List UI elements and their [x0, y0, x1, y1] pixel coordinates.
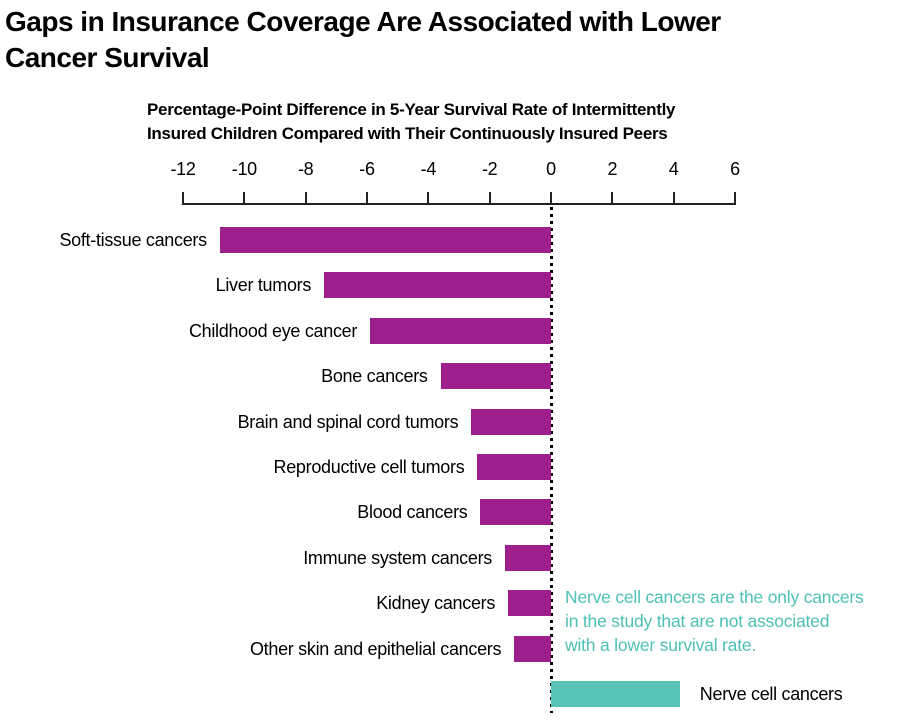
axis-tick	[550, 192, 552, 205]
bar-label: Immune system cancers	[303, 547, 492, 568]
bar-label: Childhood eye cancer	[188, 320, 358, 341]
chart-subtitle: Percentage-Point Difference in 5-Year Su…	[147, 100, 676, 143]
bar	[440, 363, 551, 390]
axis-tick-label: 0	[546, 159, 556, 179]
axis-tick	[243, 192, 246, 205]
zero-baseline-dotted-line	[549, 207, 553, 713]
bar-highlight	[551, 681, 680, 707]
axis-tick-label: -6	[359, 159, 375, 179]
axis-tick-label: -4	[420, 159, 437, 179]
bar	[219, 227, 551, 253]
bar-label: Brain and spinal cord tumors	[237, 411, 459, 432]
axis-tick	[611, 192, 614, 205]
bar-label: Liver tumors	[215, 275, 312, 296]
axis-tick	[427, 192, 430, 205]
bar	[324, 272, 551, 299]
axis-tick-label: 2	[607, 159, 618, 179]
axis-tick-label: -8	[297, 159, 314, 179]
bar-label: Soft-tissue cancers	[59, 230, 207, 250]
bar	[370, 317, 551, 344]
bar	[505, 544, 551, 571]
axis-tick	[672, 192, 675, 205]
axis-tick-label: 6	[730, 159, 740, 179]
axis-tick	[182, 192, 184, 205]
axis-tick	[304, 192, 307, 205]
bar	[480, 499, 551, 526]
bar-label: Reproductive cell tumors	[273, 457, 465, 477]
bar-label: Nerve cell cancers	[699, 684, 843, 704]
annotation-text: Nerve cell cancers are the only cancers …	[565, 587, 864, 655]
bar	[471, 408, 551, 435]
axis-tick-label: 4	[668, 159, 679, 179]
bar	[514, 635, 551, 662]
bar-label: Blood cancers	[357, 502, 468, 523]
axis-tick	[366, 192, 368, 205]
bar-label: Bone cancers	[321, 366, 428, 387]
x-axis-line	[182, 203, 736, 205]
axis-tick-label: -10	[231, 159, 257, 179]
axis-tick-label: -12	[170, 159, 196, 179]
bar-label: Kidney cancers	[376, 593, 496, 614]
axis-tick	[734, 192, 736, 205]
bar	[508, 590, 551, 617]
page-title: Gaps in Insurance Coverage Are Associate…	[5, 6, 721, 73]
bar-label: Other skin and epithelial cancers	[249, 638, 502, 659]
bar	[477, 454, 551, 480]
axis-tick-label: -2	[481, 159, 498, 179]
axis-tick	[488, 192, 491, 205]
